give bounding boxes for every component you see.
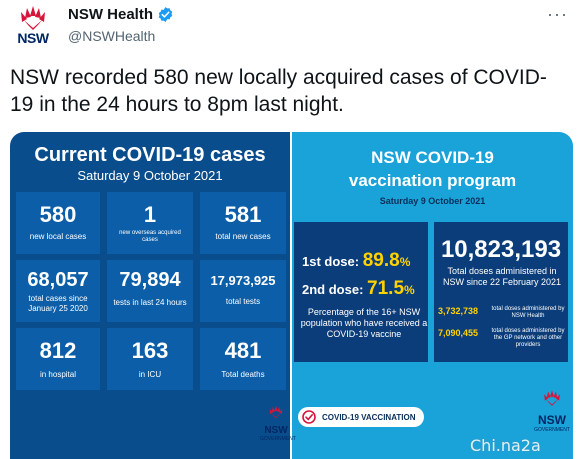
avatar[interactable]: NSW	[10, 4, 56, 48]
waratah-icon	[544, 390, 560, 406]
waratah-icon	[269, 405, 283, 419]
pill-label: COVID-19 VACCINATION	[322, 412, 416, 422]
first-dose-line: 1st dose: 89.8%	[302, 250, 410, 272]
second-dose-line: 2nd dose: 71.5%	[302, 278, 415, 300]
total-doses-note: Total doses administered in NSW since 22…	[442, 266, 562, 287]
stat-value: 1	[143, 202, 157, 227]
stat-label: in ICU	[138, 370, 162, 379]
stat-tile: 580 new local cases	[16, 192, 100, 254]
tweet-media[interactable]: Current COVID-19 cases Saturday 9 Octobe…	[10, 132, 573, 459]
cases-date: Saturday 9 October 2021	[77, 168, 223, 183]
stat-label: new local cases	[29, 232, 87, 241]
total-doses-box: 10,823,193 Total doses administered in N…	[434, 222, 568, 362]
vaccination-title: NSW COVID-19 vaccination program	[292, 146, 573, 192]
gp-doses-value: 7,090,455	[438, 328, 479, 338]
stat-tile: 79,894 tests in last 24 hours	[107, 260, 193, 322]
watermark: Chi.na2a	[470, 436, 541, 455]
stat-label: new overseas acquired cases	[119, 230, 181, 243]
stat-value: 580	[39, 202, 77, 227]
percent-sign: %	[404, 283, 415, 297]
author-display-name[interactable]: NSW Health	[68, 6, 154, 23]
vaccination-date: Saturday 9 October 2021	[379, 196, 486, 206]
tweet-text: NSW recorded 580 new locally acquired ca…	[10, 66, 547, 116]
dose-note: Percentage of the 16+ NSW population who…	[300, 307, 428, 339]
dose-coverage-box: 1st dose: 89.8% 2nd dose: 71.5% Percenta…	[294, 222, 428, 362]
stat-value: 812	[39, 338, 77, 363]
nsw-health-doses-value: 3,732,738	[438, 306, 479, 316]
nsw-health-doses-note: total doses administered by NSW Health	[491, 306, 565, 319]
logo-wordmark: NSW	[264, 425, 288, 436]
first-dose-label: 1st dose:	[302, 254, 360, 269]
second-dose-value: 71.5	[367, 278, 405, 299]
stat-tile: 163 in ICU	[107, 328, 193, 390]
stat-tile: 481 Total deaths	[200, 328, 286, 390]
media-divider	[290, 132, 292, 459]
gp-doses-note: total doses administered by the GP netwo…	[491, 328, 565, 348]
stat-tile: 68,057 total cases since January 25 2020	[16, 260, 100, 322]
cases-title: Current COVID-19 cases	[34, 144, 266, 166]
stat-tile: 581 total new cases	[200, 192, 286, 254]
stat-value: 79,894	[119, 269, 181, 291]
verified-badge-icon	[158, 7, 173, 22]
stat-value: 581	[224, 202, 262, 227]
stat-label: tests in last 24 hours	[113, 298, 187, 307]
stat-label: total cases since January 25 2020	[28, 294, 88, 313]
logo-government: GOVERNMENT	[260, 436, 296, 442]
second-dose-label: 2nd dose:	[302, 282, 364, 297]
stat-tile: 812 in hospital	[16, 328, 100, 390]
nsw-government-logo: NSW GOVERNMENT	[532, 388, 572, 438]
stat-label: total new cases	[215, 232, 271, 241]
percent-sign: %	[399, 255, 411, 269]
waratah-icon	[21, 6, 45, 30]
logo-wordmark: NSW	[538, 413, 566, 427]
author-handle[interactable]: @NSWHealth	[68, 28, 156, 44]
first-dose-value: 89.8	[362, 250, 400, 271]
stat-value: 481	[224, 338, 262, 363]
stat-value: 163	[131, 338, 169, 363]
more-options-icon[interactable]: ···	[547, 4, 568, 24]
total-doses-value: 10,823,193	[440, 236, 562, 263]
stat-label: in hospital	[39, 370, 77, 379]
covid-vaccination-pill: COVID-19 VACCINATION	[298, 407, 424, 427]
avatar-wordmark: NSW	[17, 30, 49, 46]
stat-tile: 1 new overseas acquired cases	[107, 192, 193, 254]
stat-label: total tests	[225, 297, 261, 306]
tweet-header: NSW NSW Health @NSWHealth ···	[10, 4, 570, 48]
vaccination-title-line1: NSW COVID-19	[371, 148, 494, 167]
nsw-government-logo: NSW GOVERNMENT	[260, 404, 296, 444]
stat-tile: 17,973,925 total tests	[200, 260, 286, 322]
check-circle-icon	[302, 410, 316, 424]
logo-government: GOVERNMENT	[534, 427, 570, 433]
stat-value: 17,973,925	[210, 273, 276, 288]
vaccination-title-line2: vaccination program	[348, 171, 517, 190]
stat-label: Total deaths	[221, 370, 265, 379]
stat-value: 68,057	[27, 269, 89, 291]
